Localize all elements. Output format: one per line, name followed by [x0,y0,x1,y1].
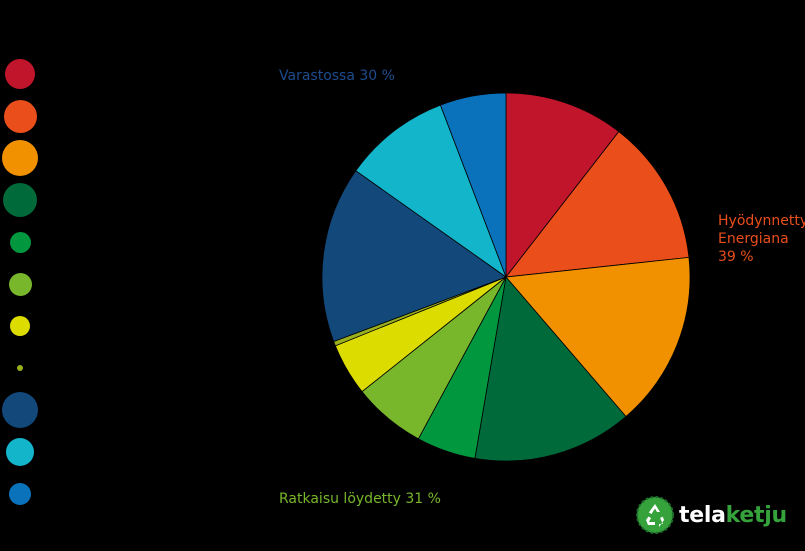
recycle-icon [636,496,674,534]
pie-slice-11 [439,92,507,278]
legend-dot-10 [6,438,34,466]
legend [0,0,60,551]
legend-dot-2 [3,99,37,133]
legend-dot-11 [9,483,31,505]
telaketju-logo: telaketju [636,495,787,535]
pie-slice-10 [355,104,507,279]
annotation-energy: Hyödynnetty Energiana 39 % [718,213,805,265]
logo-text: telaketju [679,503,787,528]
legend-dot-5 [9,231,31,253]
annotation-stored: Varastossa 30 % [279,68,395,84]
logo-text-prefix: tela [679,502,726,528]
pie-slice-9 [321,170,507,343]
legend-dot-8 [17,365,23,371]
logo-text-suffix: ketju [725,502,787,528]
legend-dot-4 [3,183,37,217]
legend-dot-1 [5,59,35,89]
pie-slice-2 [505,131,690,278]
pie-slice-4 [474,276,627,462]
legend-dot-7 [10,316,30,336]
pie-slice-3 [505,256,691,418]
legend-dot-6 [8,272,32,296]
legend-dot-9 [2,392,38,428]
pie-slice-1 [505,92,620,279]
annotation-solved: Ratkaisu löydetty 31 % [279,491,441,507]
legend-dot-3 [2,140,38,176]
